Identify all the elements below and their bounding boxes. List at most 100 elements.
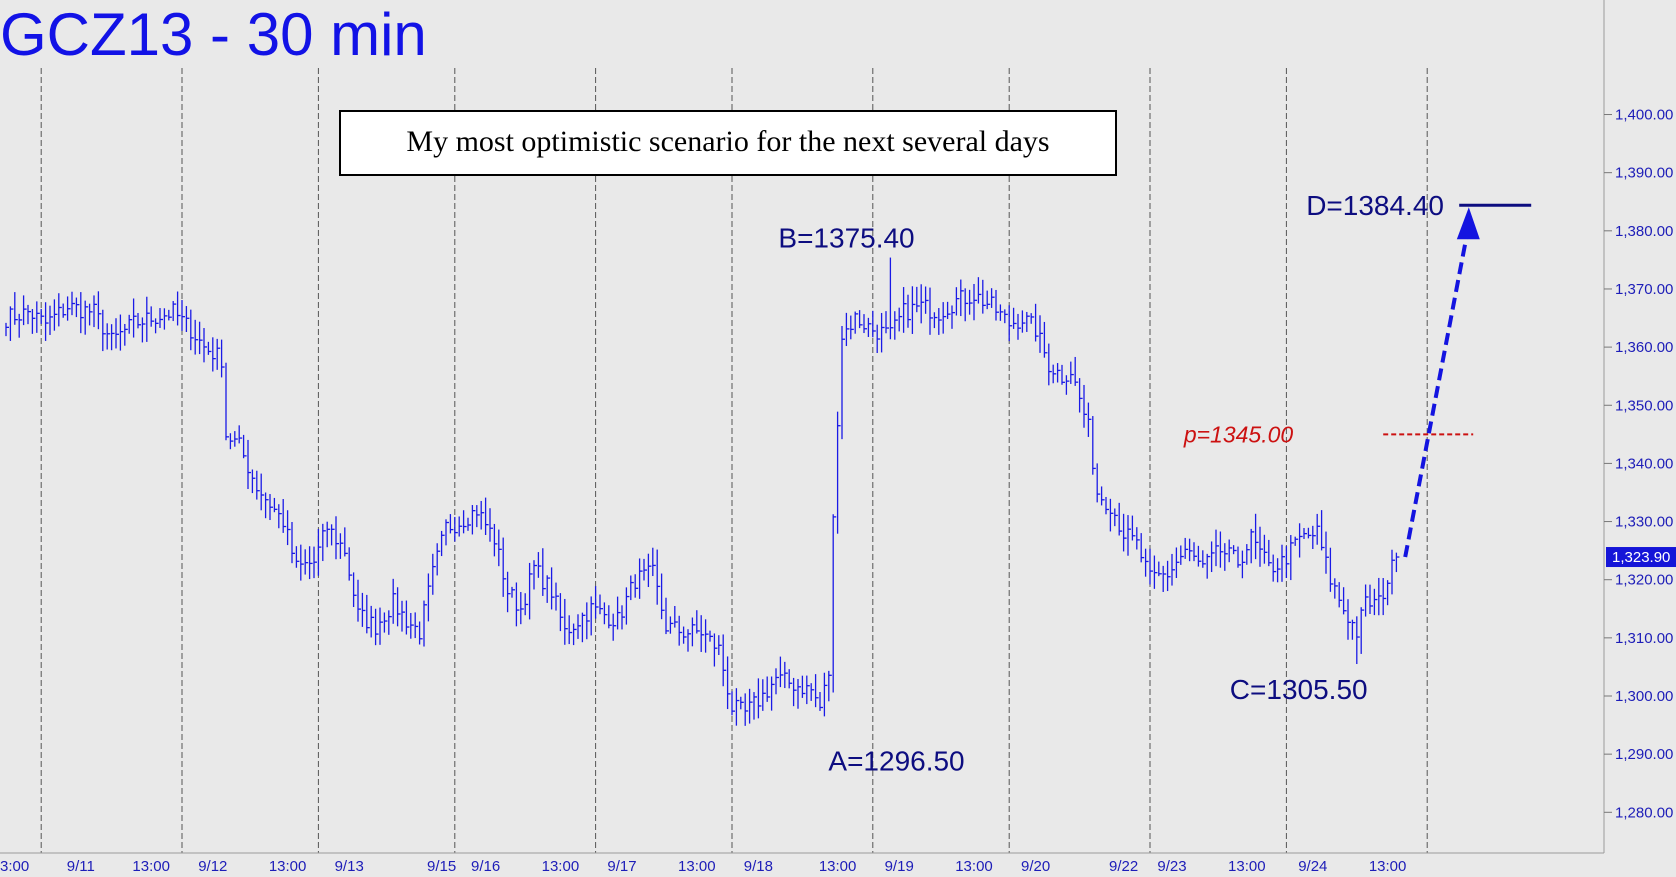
price-bar bbox=[1083, 384, 1087, 428]
last-price-tag-bg bbox=[1606, 547, 1676, 568]
price-bar bbox=[630, 575, 634, 601]
price-bar bbox=[348, 547, 353, 581]
price-bar bbox=[1136, 527, 1140, 550]
price-bar bbox=[1307, 527, 1312, 539]
price-bar bbox=[1153, 555, 1158, 589]
price-bar bbox=[396, 587, 401, 627]
price-bar bbox=[1395, 552, 1400, 573]
price-bar bbox=[1004, 309, 1008, 324]
time-tick-label: 9/22 bbox=[1109, 858, 1138, 875]
price-tick-label: 1,370.00 bbox=[1615, 281, 1673, 298]
price-bar bbox=[300, 544, 304, 581]
price-bar bbox=[1092, 416, 1096, 475]
price-bar bbox=[713, 633, 718, 667]
price-bar bbox=[784, 661, 788, 689]
price-bar bbox=[977, 277, 982, 304]
price-bar bbox=[625, 587, 630, 625]
price-bar bbox=[726, 656, 731, 710]
price-bar bbox=[370, 605, 375, 638]
price-bar bbox=[999, 304, 1004, 321]
price-bar bbox=[902, 287, 907, 333]
price-bar bbox=[951, 305, 955, 329]
price-axis: 1,400.00 1,390.00 1,380.00 1,370.00 1,360.00… bbox=[1603, 0, 1673, 853]
price-bar bbox=[814, 674, 819, 708]
price-bar bbox=[150, 306, 155, 327]
price-bar bbox=[339, 533, 344, 559]
time-tick-label: 13:00 bbox=[819, 858, 857, 875]
price-bar bbox=[647, 553, 652, 588]
price-bar bbox=[863, 314, 867, 334]
price-bar bbox=[1065, 375, 1070, 395]
price-bar bbox=[49, 305, 53, 335]
price-bar bbox=[748, 688, 753, 724]
time-tick-label: 13:00 bbox=[132, 858, 170, 875]
price-bar bbox=[22, 295, 27, 326]
price-bar bbox=[220, 339, 225, 378]
price-bar bbox=[80, 292, 84, 334]
price-bar bbox=[154, 318, 159, 334]
price-bar bbox=[1215, 529, 1219, 567]
price-bar bbox=[674, 606, 678, 628]
price-bar bbox=[876, 324, 881, 354]
price-bar bbox=[124, 323, 128, 346]
price-bar bbox=[53, 299, 58, 331]
price-bar bbox=[1034, 303, 1039, 342]
last-price-tag: 1,323.90 bbox=[1606, 547, 1676, 568]
price-bar bbox=[520, 592, 524, 625]
price-bar bbox=[1056, 363, 1061, 383]
price-bar bbox=[1026, 311, 1030, 332]
price-bar bbox=[344, 527, 348, 557]
price-bar bbox=[568, 615, 573, 645]
price-bar bbox=[1171, 553, 1175, 586]
price-bar bbox=[911, 286, 916, 334]
time-tick-label: 13:00 bbox=[1228, 858, 1266, 875]
price-bar bbox=[696, 610, 700, 634]
price-bar bbox=[850, 315, 854, 340]
price-bar bbox=[251, 469, 256, 494]
price-bar bbox=[1122, 513, 1127, 552]
price-bar bbox=[357, 579, 361, 622]
price-bar bbox=[788, 669, 793, 689]
price-bar bbox=[1281, 544, 1285, 582]
price-bar bbox=[36, 301, 40, 333]
price-bar bbox=[229, 433, 234, 450]
price-bar bbox=[445, 519, 449, 546]
price-bar bbox=[31, 309, 36, 334]
price-bar bbox=[1298, 523, 1303, 558]
price-bar bbox=[1100, 486, 1105, 506]
time-tick-label: 9/12 bbox=[198, 858, 227, 875]
price-bar bbox=[383, 612, 388, 633]
price-bar bbox=[128, 314, 133, 334]
time-tick-label: 13:00 bbox=[542, 858, 580, 875]
price-bar bbox=[1316, 513, 1321, 545]
time-tick-label: 9/11 bbox=[67, 858, 95, 875]
price-bar bbox=[1012, 307, 1017, 329]
price-bar bbox=[1127, 515, 1131, 556]
pivot-level: p=1345.00 bbox=[1183, 421, 1474, 447]
price-bar bbox=[410, 612, 414, 639]
price-bar bbox=[489, 508, 493, 542]
price-bar bbox=[1334, 578, 1338, 599]
price-bar bbox=[1320, 510, 1325, 551]
price-bar bbox=[1149, 548, 1153, 585]
price-bar bbox=[801, 675, 806, 698]
price-bar bbox=[225, 362, 229, 441]
price-bar bbox=[423, 600, 427, 647]
price-bar bbox=[1378, 577, 1382, 616]
price-bar bbox=[176, 291, 181, 326]
price-bar bbox=[775, 668, 779, 695]
price-bar bbox=[819, 691, 823, 711]
price-bar bbox=[894, 311, 898, 340]
price-bar bbox=[1061, 364, 1065, 385]
price-bar bbox=[792, 677, 797, 707]
price-bar bbox=[845, 312, 850, 347]
time-tick-label: 9/13 bbox=[335, 858, 364, 875]
price-bar bbox=[1096, 463, 1101, 503]
price-bars bbox=[5, 257, 1400, 726]
price-bar bbox=[405, 600, 410, 635]
price-bar bbox=[1162, 565, 1167, 592]
price-bar bbox=[1188, 538, 1193, 562]
price-bar bbox=[858, 310, 863, 329]
price-bar bbox=[110, 324, 115, 351]
price-bar bbox=[1259, 526, 1263, 567]
